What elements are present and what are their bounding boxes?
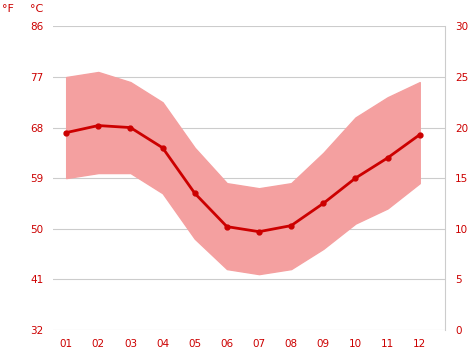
- Text: °C: °C: [30, 4, 43, 14]
- Text: °F: °F: [2, 4, 14, 14]
